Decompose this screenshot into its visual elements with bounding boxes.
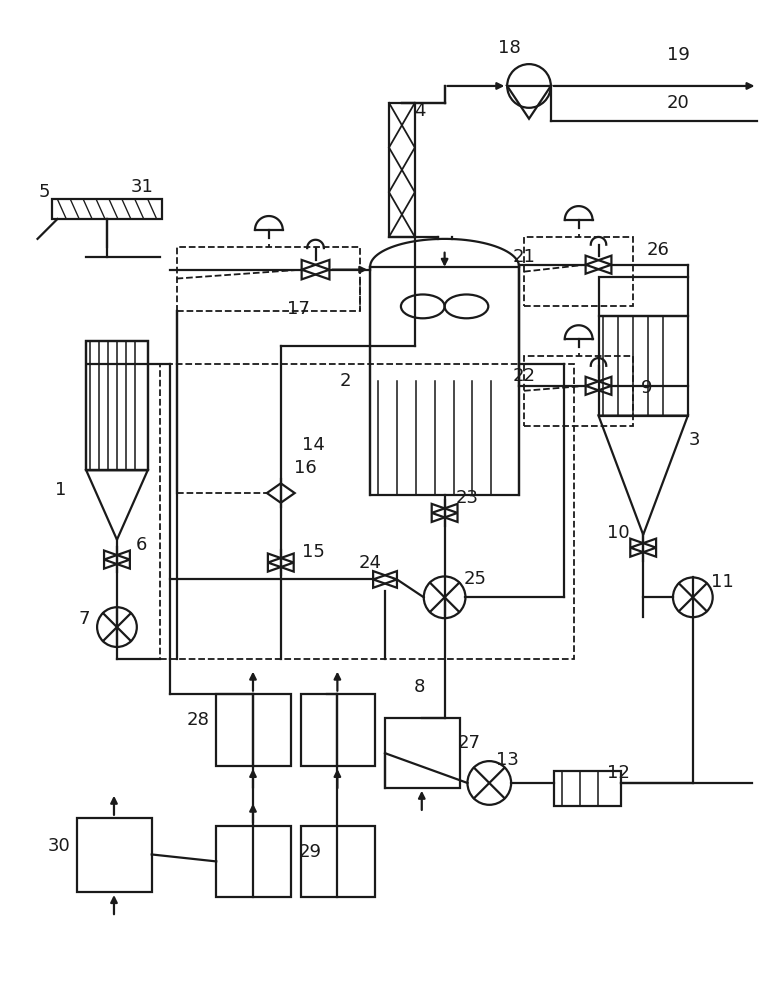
- Text: 30: 30: [48, 837, 71, 855]
- Bar: [554, 771, 622, 806]
- Text: 5: 5: [39, 183, 50, 201]
- Bar: [389, 103, 415, 237]
- Bar: [370, 267, 519, 495]
- Text: 19: 19: [666, 46, 690, 64]
- Bar: [159, 364, 574, 659]
- Text: 1: 1: [55, 481, 66, 499]
- Text: 2: 2: [340, 372, 351, 390]
- Text: 4: 4: [414, 102, 426, 120]
- Text: 9: 9: [640, 379, 652, 397]
- Text: 18: 18: [497, 39, 520, 57]
- Text: 29: 29: [299, 843, 322, 861]
- Text: 15: 15: [302, 543, 325, 561]
- Text: 14: 14: [302, 436, 325, 454]
- Text: 25: 25: [464, 570, 487, 588]
- Text: 8: 8: [414, 678, 426, 696]
- Bar: [598, 316, 688, 416]
- Bar: [216, 826, 291, 897]
- Bar: [598, 277, 688, 316]
- Text: 28: 28: [187, 711, 210, 729]
- Text: 16: 16: [294, 459, 317, 477]
- Bar: [52, 199, 162, 219]
- Bar: [86, 341, 148, 470]
- Bar: [86, 341, 148, 470]
- Text: 20: 20: [666, 94, 690, 112]
- Text: 21: 21: [512, 248, 536, 266]
- Bar: [77, 818, 152, 892]
- Text: 10: 10: [607, 524, 629, 542]
- Text: 31: 31: [130, 178, 153, 196]
- Text: 12: 12: [607, 764, 629, 782]
- Text: 3: 3: [689, 431, 701, 449]
- Text: 26: 26: [647, 241, 669, 259]
- Bar: [177, 247, 360, 311]
- Bar: [301, 826, 375, 897]
- Text: 23: 23: [456, 489, 479, 507]
- Bar: [301, 694, 375, 766]
- Text: 17: 17: [287, 300, 310, 318]
- Text: 22: 22: [512, 367, 536, 385]
- Bar: [216, 694, 291, 766]
- Text: 13: 13: [496, 751, 519, 769]
- Text: 6: 6: [136, 536, 148, 554]
- Bar: [524, 356, 633, 426]
- Bar: [524, 237, 633, 306]
- Text: 27: 27: [458, 734, 481, 752]
- Text: 7: 7: [78, 610, 90, 628]
- Text: 11: 11: [711, 573, 734, 591]
- Text: 24: 24: [358, 554, 382, 572]
- Bar: [385, 718, 459, 788]
